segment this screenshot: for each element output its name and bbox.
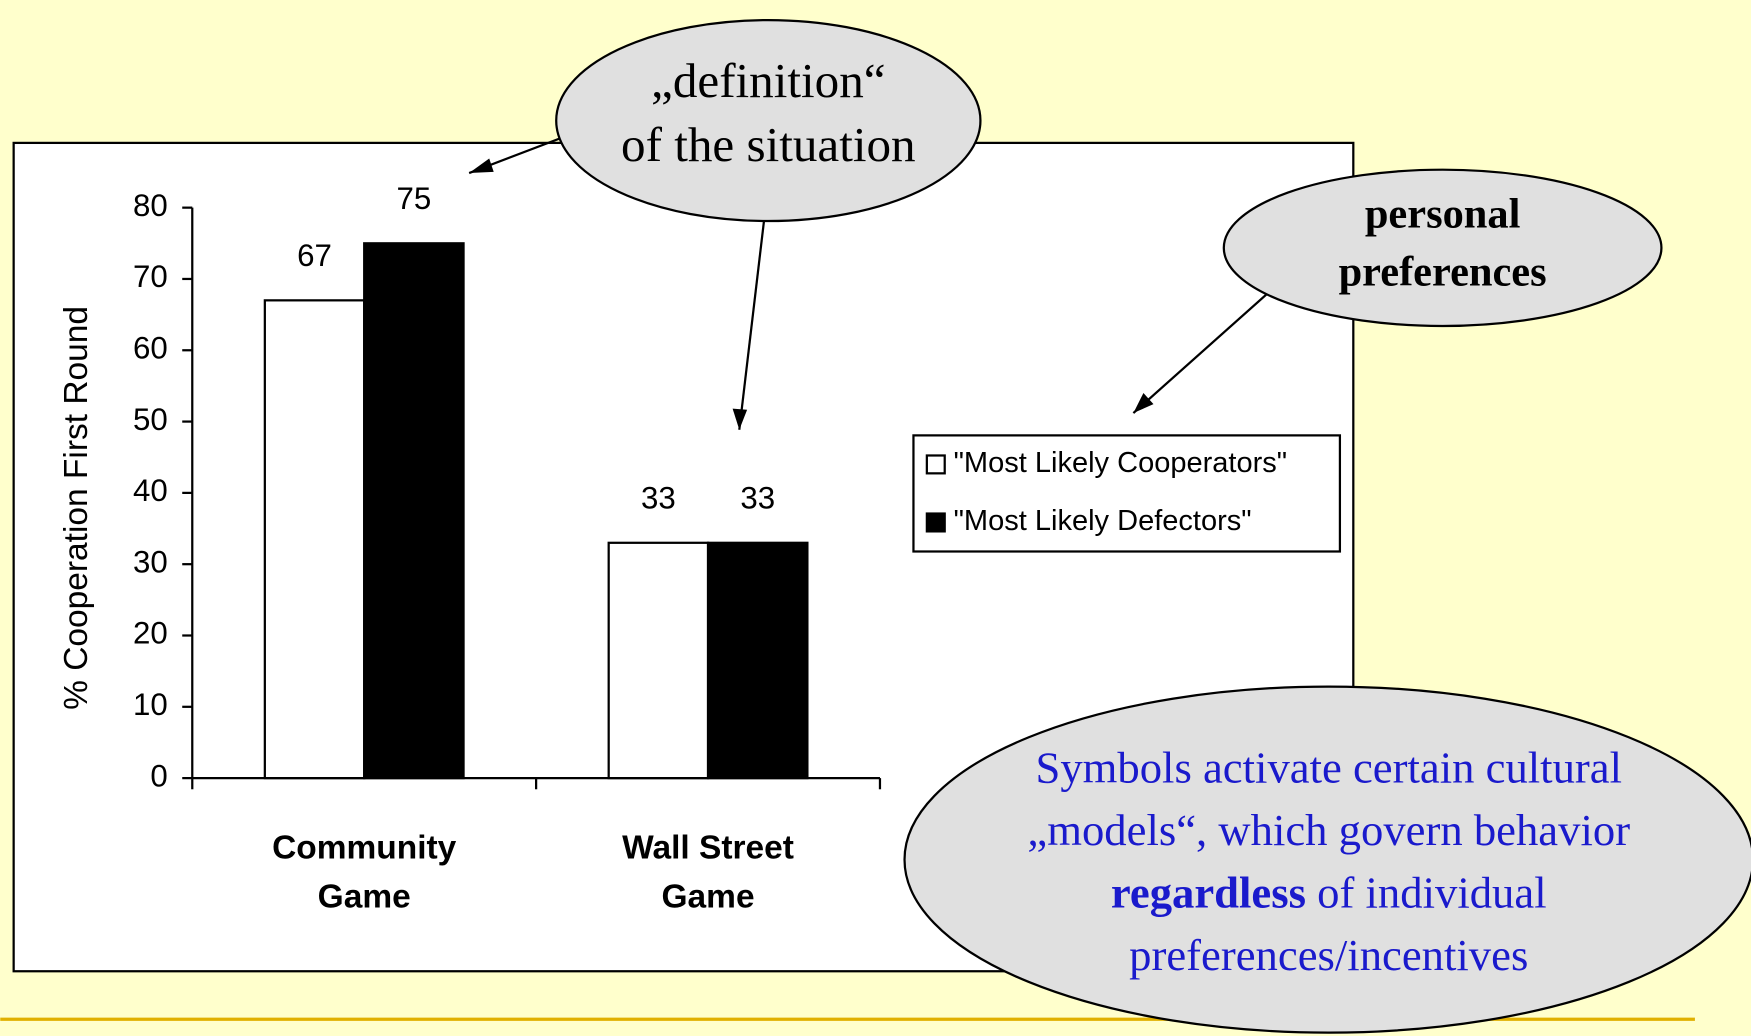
x-tick-label: Community Game: [272, 829, 457, 916]
value-label: 33: [740, 481, 775, 516]
callout-text: preferences: [1339, 248, 1547, 295]
y-tick-label: 0: [150, 758, 167, 793]
callout: [903, 685, 1751, 1034]
legend: [912, 434, 1342, 553]
bar: [706, 541, 809, 780]
legend-label: "Most Likely Cooperators": [954, 447, 1287, 479]
text: Symbols activate certain cultural „model…: [1027, 742, 1631, 856]
bar: [363, 242, 465, 780]
y-tick-label: 50: [133, 402, 168, 437]
x-tick-label-box: Wall Street Game: [622, 829, 794, 916]
x-tick-label-box: Community Game: [272, 829, 457, 916]
arrow: [738, 184, 770, 430]
y-tick-label: 20: [133, 616, 168, 651]
callout: [1222, 168, 1663, 328]
callout-text: „definition“: [651, 53, 886, 108]
callout-box: Symbols activate certain cultural „model…: [949, 737, 1708, 987]
value-label: 33: [641, 481, 676, 516]
arrow-head: [469, 158, 494, 174]
y-axis-label: % Cooperation First Round: [58, 306, 95, 710]
callout-text: Symbols activate certain cultural „model…: [949, 737, 1708, 987]
y-tick-label: 10: [133, 687, 168, 722]
value-label: 75: [396, 181, 431, 216]
legend-swatch: [925, 454, 946, 475]
legend-swatch: [925, 512, 946, 533]
callout: [555, 18, 982, 223]
bar: [263, 299, 366, 780]
y-tick-label: 80: [133, 188, 168, 223]
arrow-head: [1133, 392, 1154, 414]
plot: 0 10 20 30 40 50 60 70 80 Community Game Wall Stre…: [133, 181, 882, 916]
text-bold: regardless: [1110, 867, 1307, 918]
text: of individual preferences/incentives: [1129, 867, 1547, 981]
callout-text: of the situation: [621, 117, 916, 172]
x-tick-label: Wall Street Game: [622, 829, 794, 916]
y-tick-label: 60: [133, 331, 168, 366]
arrow-head: [732, 408, 748, 430]
value-label: 67: [297, 238, 332, 273]
legend-entries: "Most Likely Cooperators" "Most Likely De…: [925, 447, 1287, 537]
y-tick-label: 30: [133, 544, 168, 579]
bar: [607, 541, 710, 780]
y-tick-label: 70: [133, 259, 168, 294]
legend-label: "Most Likely Defectors": [954, 505, 1252, 537]
y-tick-label: 40: [133, 473, 168, 508]
callout-text: personal: [1365, 190, 1521, 237]
